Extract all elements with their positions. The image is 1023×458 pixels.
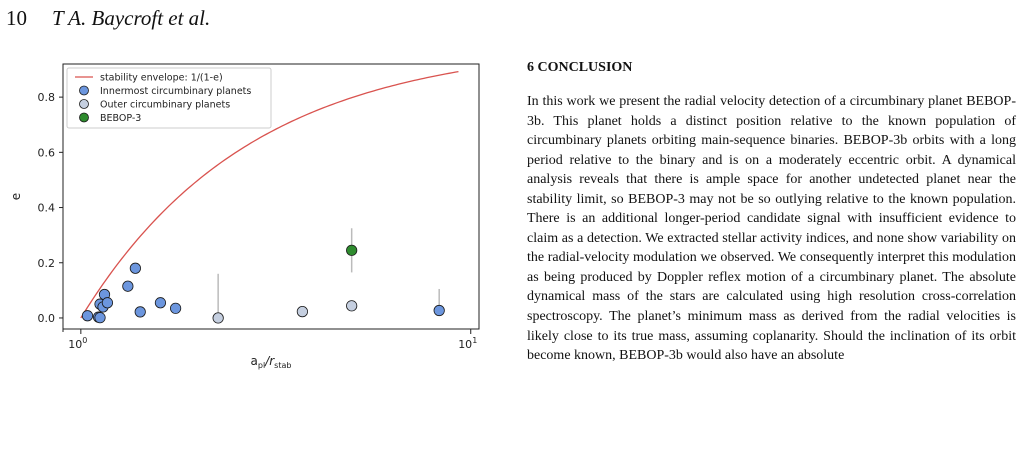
data-point xyxy=(212,312,224,324)
data-point xyxy=(101,297,114,309)
legend-entry: stability envelope: 1/(1-e) xyxy=(100,73,223,84)
plot-frame xyxy=(62,63,480,330)
page-number: 10 xyxy=(6,6,27,30)
data-point xyxy=(129,262,141,274)
data-point xyxy=(346,244,358,256)
data-point xyxy=(134,306,146,318)
data-point xyxy=(122,280,134,292)
y-tick-label: 0.0 xyxy=(38,312,56,325)
section-heading: 6 CONCLUSION xyxy=(527,60,633,75)
y-axis-label: e xyxy=(9,193,23,200)
data-point xyxy=(154,297,167,309)
conclusion-paragraph: In this work we present the radial veloc… xyxy=(527,94,1016,364)
data-point xyxy=(81,310,94,322)
eccentricity-chart: 0.0 0.2 0.4 0.6 0.8 100 101 e apl/rstab stability… xyxy=(9,63,480,370)
legend-entry: Outer circumbinary planets xyxy=(100,100,230,111)
running-authors: T A. Baycroft et al. xyxy=(52,6,211,30)
stability-envelope-line xyxy=(80,70,459,319)
data-point xyxy=(433,304,445,317)
data-point xyxy=(170,302,182,314)
legend-entry: Innermost circumbinary planets xyxy=(100,86,251,97)
x-tick-label: 101 xyxy=(458,336,477,351)
data-point xyxy=(296,306,308,318)
data-point xyxy=(346,300,358,312)
legend-entry: BEBOP-3 xyxy=(100,113,141,124)
legend-marker-swatch xyxy=(79,99,89,109)
y-tick-label: 0.8 xyxy=(38,91,56,104)
page-header: 10 T A. Baycroft et al. xyxy=(6,6,210,31)
x-axis-label: apl/rstab xyxy=(251,354,292,370)
y-tick-label: 0.4 xyxy=(38,202,56,215)
y-tick-label: 0.6 xyxy=(38,146,56,159)
x-tick-label: 100 xyxy=(68,336,87,351)
y-tick-label: 0.2 xyxy=(38,257,56,270)
legend-marker-swatch xyxy=(79,112,89,123)
data-point xyxy=(94,312,106,324)
legend-box xyxy=(66,67,272,129)
legend-marker-swatch xyxy=(79,85,89,96)
